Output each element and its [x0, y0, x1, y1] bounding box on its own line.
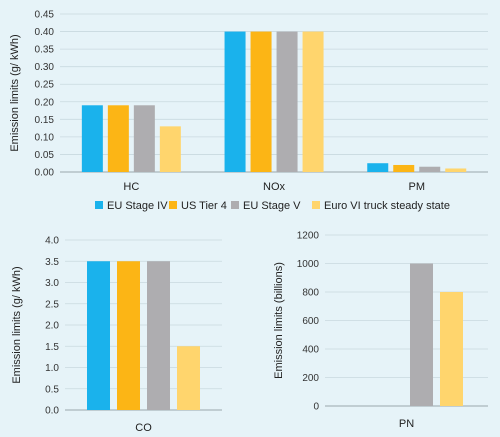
bar-co-eu-stage-iv: [87, 261, 110, 410]
legend-item-us-tier-4: US Tier 4: [169, 200, 227, 212]
bar-nox-eu-stage-v: [276, 31, 298, 172]
y-tick-label: 0.25: [35, 80, 55, 91]
y-tick-label: 1200: [297, 231, 320, 242]
category-label-pn: PN: [399, 418, 414, 430]
bar-nox-eu-stage-iv: [224, 31, 246, 172]
bar-hc-euro-vi-truck-steady-state: [159, 126, 181, 172]
bar-hc-us-tier-4: [107, 105, 129, 172]
y-tick-label: 2.5: [45, 299, 59, 310]
legend-item-eu-stage-v: EU Stage V: [231, 200, 301, 212]
y-tick-label: 0.15: [35, 115, 55, 126]
y-tick-label: 0.5: [45, 384, 59, 395]
y-tick-label: 0.45: [35, 10, 55, 21]
bar-hc-eu-stage-v: [133, 105, 155, 172]
y-tick-label: 1.5: [45, 342, 59, 353]
category-label-nox: NOx: [263, 181, 286, 193]
legend-swatch: [95, 201, 103, 209]
y-tick-label: 3.5: [45, 257, 59, 268]
y-tick-label: 200: [302, 373, 319, 384]
legend-label: Euro VI truck steady state: [324, 200, 450, 212]
bar-co-us-tier-4: [117, 261, 140, 410]
legend-swatch: [169, 201, 177, 209]
category-label-co: CO: [135, 422, 152, 434]
y-tick-label: 3.0: [45, 278, 59, 289]
y-tick-label: 0: [313, 402, 319, 413]
y-tick-label: 600: [302, 316, 319, 327]
legend-item-eu-stage-iv: EU Stage IV: [95, 200, 168, 212]
y-tick-label: 0.35: [35, 45, 55, 56]
bar-pn-eu-stage-v: [410, 263, 433, 406]
chart-panel-bottom-right: 0 200 400 600 800 1000 1200 Emission limits (bi…: [273, 231, 488, 430]
chart-panel-bottom-left: 0.0 0.5 1.0 1.5 2.0 2.5 3.0 3.5 4.0 Emission limi…: [11, 236, 222, 434]
bar-hc-eu-stage-iv: [81, 105, 103, 172]
category-label-hc: HC: [123, 181, 139, 193]
bar-pn-euro-vi-truck-steady-state: [440, 292, 463, 406]
bar-nox-us-tier-4: [250, 31, 272, 172]
legend-label: EU Stage IV: [107, 200, 168, 212]
y-tick-label: 4.0: [45, 236, 59, 247]
y-tick-label: 400: [302, 345, 319, 356]
y-tick-label: 0.20: [35, 97, 55, 108]
y-tick-label: 0.05: [35, 150, 55, 161]
legend-item-euro-vi-truck-steady-state: Euro VI truck steady state: [312, 200, 450, 212]
y-tick-label: 800: [302, 288, 319, 299]
legend-swatch: [231, 201, 239, 209]
legend-swatch: [312, 201, 320, 209]
y-tick-label: 1.0: [45, 363, 59, 374]
y-tick-label: 0.0: [45, 406, 59, 417]
bar-pm-eu-stage-v: [419, 166, 441, 172]
legend-label: US Tier 4: [181, 200, 227, 212]
y-tick-label: 1000: [297, 259, 320, 270]
bar-pm-euro-vi-truck-steady-state: [445, 168, 467, 172]
y-tick-label: 0.40: [35, 27, 55, 38]
bar-nox-euro-vi-truck-steady-state: [302, 31, 324, 172]
y-tick-label: 0.00: [35, 168, 55, 179]
bar-pm-eu-stage-iv: [367, 163, 389, 172]
bar-co-eu-stage-v: [147, 261, 170, 410]
bar-pm-us-tier-4: [393, 164, 415, 172]
legend-label: EU Stage V: [243, 200, 301, 212]
y-axis-title: Emission limits (g/ kWh): [9, 34, 21, 151]
bar-co-euro-vi-truck-steady-state: [177, 346, 200, 410]
chart-panel-top: 0.00 0.05 0.10 0.15 0.20 0.25 0.30 0.35 0.40 0.45…: [9, 10, 488, 193]
y-axis-title: Emission limits (billions): [273, 262, 285, 379]
y-tick-label: 0.30: [35, 62, 55, 73]
y-tick-label: 2.0: [45, 321, 59, 332]
y-tick-label: 0.10: [35, 132, 55, 143]
category-label-pm: PM: [409, 181, 426, 193]
legend: EU Stage IV US Tier 4 EU Stage V Euro VI tr…: [95, 200, 450, 212]
y-axis-title: Emission limits (g/ kWh): [11, 266, 23, 383]
